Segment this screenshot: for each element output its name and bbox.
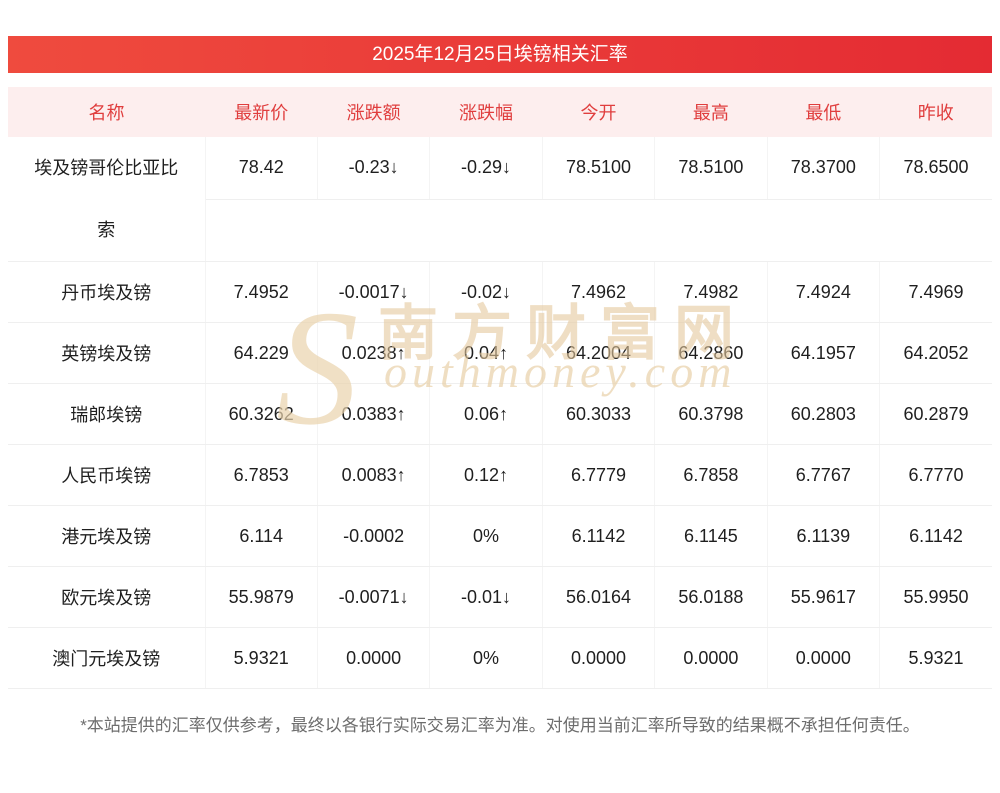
table-row: 英镑埃及镑 64.229 0.0238↑ 0.04↑ 64.2004 64.28… (8, 322, 992, 384)
col-header-change: 涨跌额 (317, 87, 430, 137)
col-header-prev-close: 昨收 (879, 87, 992, 137)
rates-table-wrap: 名称 最新价 涨跌额 涨跌幅 今开 最高 最低 昨收 埃及镑哥伦比亚比索 78.… (8, 87, 992, 689)
currency-name: 英镑埃及镑 (8, 322, 206, 384)
change-percent: 0% (429, 505, 543, 567)
high-price: 7.4982 (654, 261, 768, 323)
prev-close: 60.2879 (879, 383, 992, 445)
prev-close: 6.7770 (879, 444, 992, 506)
open-price: 64.2004 (542, 322, 656, 384)
table-row: 欧元埃及镑 55.9879 -0.0071↓ -0.01↓ 56.0164 56… (8, 566, 992, 628)
latest-price: 6.114 (205, 505, 318, 567)
latest-price: 78.42 (205, 137, 318, 200)
currency-name: 人民币埃镑 (8, 444, 206, 506)
low-price: 0.0000 (767, 627, 881, 689)
change-percent: -0.29↓ (429, 137, 543, 200)
low-price: 6.1139 (767, 505, 881, 567)
table-body: 埃及镑哥伦比亚比索 78.42 -0.23↓ -0.29↓ 78.5100 78… (8, 137, 992, 689)
table-row: 人民币埃镑 6.7853 0.0083↑ 0.12↑ 6.7779 6.7858… (8, 444, 992, 506)
change-amount: -0.0002 (317, 505, 431, 567)
open-price: 78.5100 (542, 137, 656, 200)
change-percent: 0% (429, 627, 543, 689)
low-price: 78.3700 (767, 137, 881, 200)
latest-price: 55.9879 (205, 566, 318, 628)
disclaimer-text: *本站提供的汇率仅供参考，最终以各银行实际交易汇率为准。对使用当前汇率所导致的结… (80, 716, 920, 735)
change-amount: 0.0238↑ (317, 322, 431, 384)
col-header-low: 最低 (767, 87, 880, 137)
change-amount: 0.0083↑ (317, 444, 431, 506)
low-price: 55.9617 (767, 566, 881, 628)
prev-close: 5.9321 (879, 627, 992, 689)
low-price: 6.7767 (767, 444, 881, 506)
currency-name: 丹币埃及镑 (8, 261, 206, 323)
latest-price: 64.229 (205, 322, 318, 384)
latest-price: 5.9321 (205, 627, 318, 689)
change-amount: -0.0071↓ (317, 566, 431, 628)
prev-close: 6.1142 (879, 505, 992, 567)
change-amount: -0.23↓ (317, 137, 431, 200)
change-amount: -0.0017↓ (317, 261, 431, 323)
latest-price: 7.4952 (205, 261, 318, 323)
currency-name: 埃及镑哥伦比亚比索 (8, 137, 206, 262)
currency-name: 港元埃及镑 (8, 505, 206, 567)
open-price: 6.7779 (542, 444, 656, 506)
currency-name: 澳门元埃及镑 (8, 627, 206, 689)
open-price: 0.0000 (542, 627, 656, 689)
high-price: 6.1145 (654, 505, 768, 567)
table-header: 名称 最新价 涨跌额 涨跌幅 今开 最高 最低 昨收 (8, 87, 992, 137)
currency-name: 瑞郎埃镑 (8, 383, 206, 445)
low-price: 7.4924 (767, 261, 881, 323)
open-price: 7.4962 (542, 261, 656, 323)
change-percent: -0.02↓ (429, 261, 543, 323)
table-row: 瑞郎埃镑 60.3262 0.0383↑ 0.06↑ 60.3033 60.37… (8, 383, 992, 445)
col-header-name: 名称 (8, 87, 205, 137)
high-price: 60.3798 (654, 383, 768, 445)
prev-close: 7.4969 (879, 261, 992, 323)
high-price: 6.7858 (654, 444, 768, 506)
table-row: 港元埃及镑 6.114 -0.0002 0% 6.1142 6.1145 6.1… (8, 505, 992, 567)
open-price: 60.3033 (542, 383, 656, 445)
table-row: 丹币埃及镑 7.4952 -0.0017↓ -0.02↓ 7.4962 7.49… (8, 261, 992, 323)
table-row-spacer (8, 199, 992, 263)
table-row: 埃及镑哥伦比亚比索 78.42 -0.23↓ -0.29↓ 78.5100 78… (8, 137, 992, 262)
high-price: 64.2860 (654, 322, 768, 384)
prev-close: 55.9950 (879, 566, 992, 628)
low-price: 60.2803 (767, 383, 881, 445)
high-price: 78.5100 (654, 137, 768, 200)
change-amount: 0.0383↑ (317, 383, 431, 445)
page-title: 2025年12月25日埃镑相关汇率 (8, 36, 992, 73)
col-header-latest: 最新价 (205, 87, 318, 137)
col-header-change-pct: 涨跌幅 (429, 87, 543, 137)
change-percent: -0.01↓ (429, 566, 543, 628)
header-row: 名称 最新价 涨跌额 涨跌幅 今开 最高 最低 昨收 (8, 87, 992, 137)
high-price: 0.0000 (654, 627, 768, 689)
open-price: 6.1142 (542, 505, 656, 567)
page: 2025年12月25日埃镑相关汇率 名称 最新价 涨跌额 涨跌幅 今开 最高 最… (8, 36, 992, 735)
latest-price: 60.3262 (205, 383, 318, 445)
rates-table: 名称 最新价 涨跌额 涨跌幅 今开 最高 最低 昨收 埃及镑哥伦比亚比索 78.… (8, 87, 992, 689)
change-amount: 0.0000 (317, 627, 431, 689)
latest-price: 6.7853 (205, 444, 318, 506)
currency-name: 欧元埃及镑 (8, 566, 206, 628)
prev-close: 78.6500 (879, 137, 992, 200)
low-price: 64.1957 (767, 322, 881, 384)
spacer-cell (205, 199, 992, 263)
col-header-high: 最高 (654, 87, 768, 137)
col-header-open: 今开 (542, 87, 655, 137)
high-price: 56.0188 (654, 566, 768, 628)
change-percent: 0.06↑ (429, 383, 543, 445)
change-percent: 0.04↑ (429, 322, 543, 384)
open-price: 56.0164 (542, 566, 656, 628)
prev-close: 64.2052 (879, 322, 992, 384)
change-percent: 0.12↑ (429, 444, 543, 506)
table-row: 澳门元埃及镑 5.9321 0.0000 0% 0.0000 0.0000 0.… (8, 627, 992, 689)
